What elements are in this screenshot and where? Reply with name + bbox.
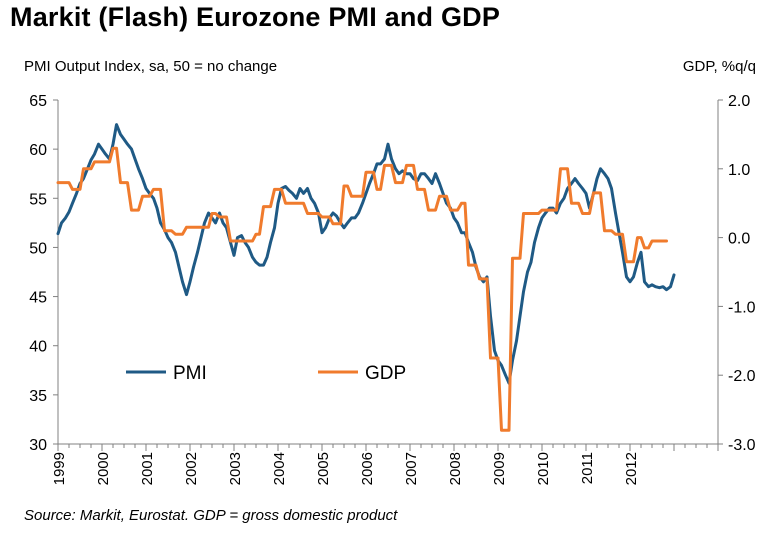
chart-title: Markit (Flash) Eurozone PMI and GDP — [10, 2, 501, 32]
x-tick-label: 2005 — [315, 452, 332, 485]
right-tick-label: 2.0 — [728, 93, 750, 110]
left-tick-label: 40 — [29, 339, 47, 356]
left-tick-label: 30 — [29, 437, 47, 454]
x-tick-label: 2011 — [579, 452, 596, 484]
series-line-gdp — [56, 146, 668, 432]
x-tick-label: 1999 — [51, 452, 68, 485]
left-tick-label: 45 — [29, 290, 47, 307]
x-tick-label: 2006 — [359, 452, 376, 485]
series-line-pmi — [56, 123, 676, 385]
right-axis-label: GDP, %q/q — [682, 58, 756, 75]
x-tick-label: 2004 — [271, 452, 288, 485]
right-tick-label: -2.0 — [728, 368, 756, 385]
x-tick-label: 2003 — [227, 452, 244, 485]
left-tick-label: 65 — [29, 93, 47, 110]
right-tick-label: 1.0 — [728, 162, 750, 179]
x-tick-label: 2001 — [139, 452, 156, 485]
legend-label-pmi: PMI — [173, 363, 207, 384]
source-note: Source: Markit, Eurostat. GDP = gross do… — [24, 507, 398, 524]
right-tick-label: 0.0 — [728, 231, 750, 248]
x-tick-label: 2000 — [95, 452, 112, 485]
left-tick-label: 35 — [29, 388, 47, 405]
x-tick-label: 2012 — [623, 452, 640, 485]
right-tick-label: -3.0 — [728, 437, 756, 454]
x-tick-label: 2007 — [403, 452, 420, 485]
right-tick-label: -1.0 — [728, 299, 756, 316]
x-tick-label: 2008 — [447, 452, 464, 485]
left-axis-label: PMI Output Index, sa, 50 = no change — [24, 58, 278, 75]
x-tick-label: 2010 — [535, 452, 552, 485]
x-tick-label: 2002 — [183, 452, 200, 485]
left-tick-label: 60 — [29, 142, 47, 159]
left-tick-label: 50 — [29, 240, 47, 257]
left-tick-label: 55 — [29, 191, 47, 208]
legend-label-gdp: GDP — [365, 363, 406, 384]
x-tick-label: 2009 — [491, 452, 508, 485]
